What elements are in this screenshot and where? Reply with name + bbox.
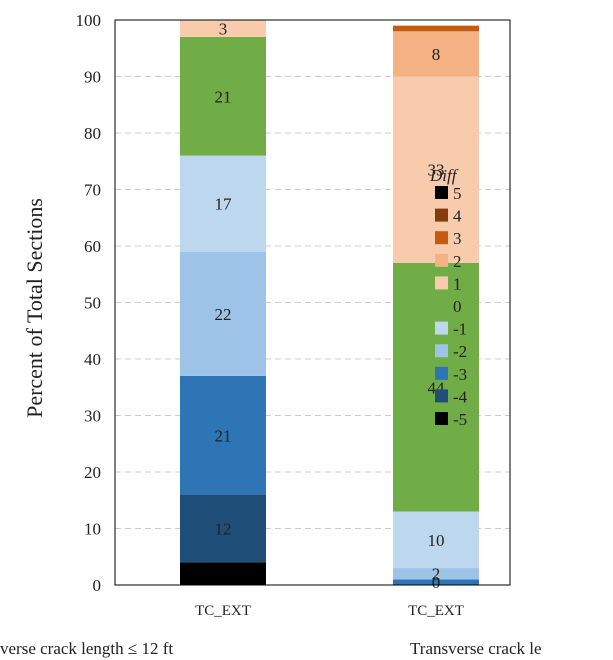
bar-segment-1 <box>180 20 266 37</box>
data-label: 3 <box>219 19 228 38</box>
y-tick-label: 20 <box>84 463 101 482</box>
bar-segment--5 <box>180 562 266 585</box>
legend-swatch <box>435 344 448 358</box>
bar-segment--1 <box>180 155 266 252</box>
x-tick-label: TC_EXT <box>408 603 464 619</box>
legend-swatch <box>435 299 448 312</box>
axes <box>114 19 511 586</box>
bar-segment--2 <box>180 251 266 376</box>
legend-swatch <box>435 253 448 267</box>
y-tick-label: 90 <box>84 68 101 87</box>
legend-entry: -3 <box>453 365 467 384</box>
y-tick-label: 10 <box>84 520 101 539</box>
bar-segment--4 <box>180 494 266 563</box>
bar-segment-0 <box>180 36 266 156</box>
legend-entry: -5 <box>453 410 467 429</box>
bar-segment-2 <box>393 31 479 77</box>
data-label: 0 <box>432 573 441 592</box>
data-label: 12 <box>215 520 232 539</box>
legend-entry: 0 <box>453 297 462 316</box>
legend-swatch <box>435 412 448 425</box>
legend-entry: -2 <box>453 342 467 361</box>
bar-segment--3 <box>180 375 266 495</box>
bar-segment--1 <box>393 511 479 569</box>
plot-frame <box>114 19 511 586</box>
y-tick-label: 30 <box>84 407 101 426</box>
group-label-left: verse crack length ≤ 12 ft <box>0 639 173 658</box>
legend-entry: 4 <box>453 207 462 226</box>
legend-swatch <box>435 389 448 403</box>
y-tick-label: 40 <box>84 350 101 369</box>
group-labels: verse crack length ≤ 12 ft Transverse cra… <box>0 639 542 658</box>
data-label: 33 <box>428 161 445 180</box>
x-category-labels: TC_EXT TC_EXT <box>195 603 464 619</box>
legend-swatch <box>435 276 448 290</box>
legend-entry: 1 <box>453 274 462 293</box>
x-tick-label: TC_EXT <box>195 603 251 619</box>
data-label: 2 <box>432 565 441 584</box>
data-label: 17 <box>215 195 233 214</box>
legend-swatch <box>435 231 448 245</box>
bar-segment--3 <box>393 579 479 585</box>
legend-title: Diff <box>429 166 459 185</box>
data-label: 21 <box>215 87 232 106</box>
data-label: 22 <box>215 305 232 324</box>
legend-entry: 5 <box>453 184 462 203</box>
legend-swatch <box>435 186 448 199</box>
y-tick-label: 50 <box>84 294 101 313</box>
legend-swatch <box>435 208 448 222</box>
legend-entry: -4 <box>453 387 468 406</box>
data-label: 8 <box>432 45 441 64</box>
legend-entry: 2 <box>453 252 462 271</box>
y-tick-label: 0 <box>93 576 102 595</box>
legend-entry: 3 <box>453 229 462 248</box>
bar-segment-3 <box>393 25 479 32</box>
group-label-right: Transverse crack le <box>410 639 542 658</box>
legend-swatch <box>435 366 448 380</box>
legend-entry: -1 <box>453 320 467 339</box>
y-tick-label: 70 <box>84 181 101 200</box>
bar-segment--2 <box>393 568 479 580</box>
y-tick-label: 60 <box>84 237 101 256</box>
y-axis-label: Percent of Total Sections <box>22 198 47 418</box>
y-tick-label: 100 <box>76 11 102 30</box>
y-tick-label: 80 <box>84 124 101 143</box>
legend: Diff 5 4 3 2 1 0 -1 -2 -3 -4 -5 <box>429 166 468 429</box>
data-label: 21 <box>215 426 232 445</box>
legend-swatch <box>435 321 448 335</box>
y-tick-labels: 0 10 20 30 40 50 60 70 80 90 100 <box>76 11 102 595</box>
data-label: 10 <box>428 531 445 550</box>
bars <box>180 20 479 585</box>
